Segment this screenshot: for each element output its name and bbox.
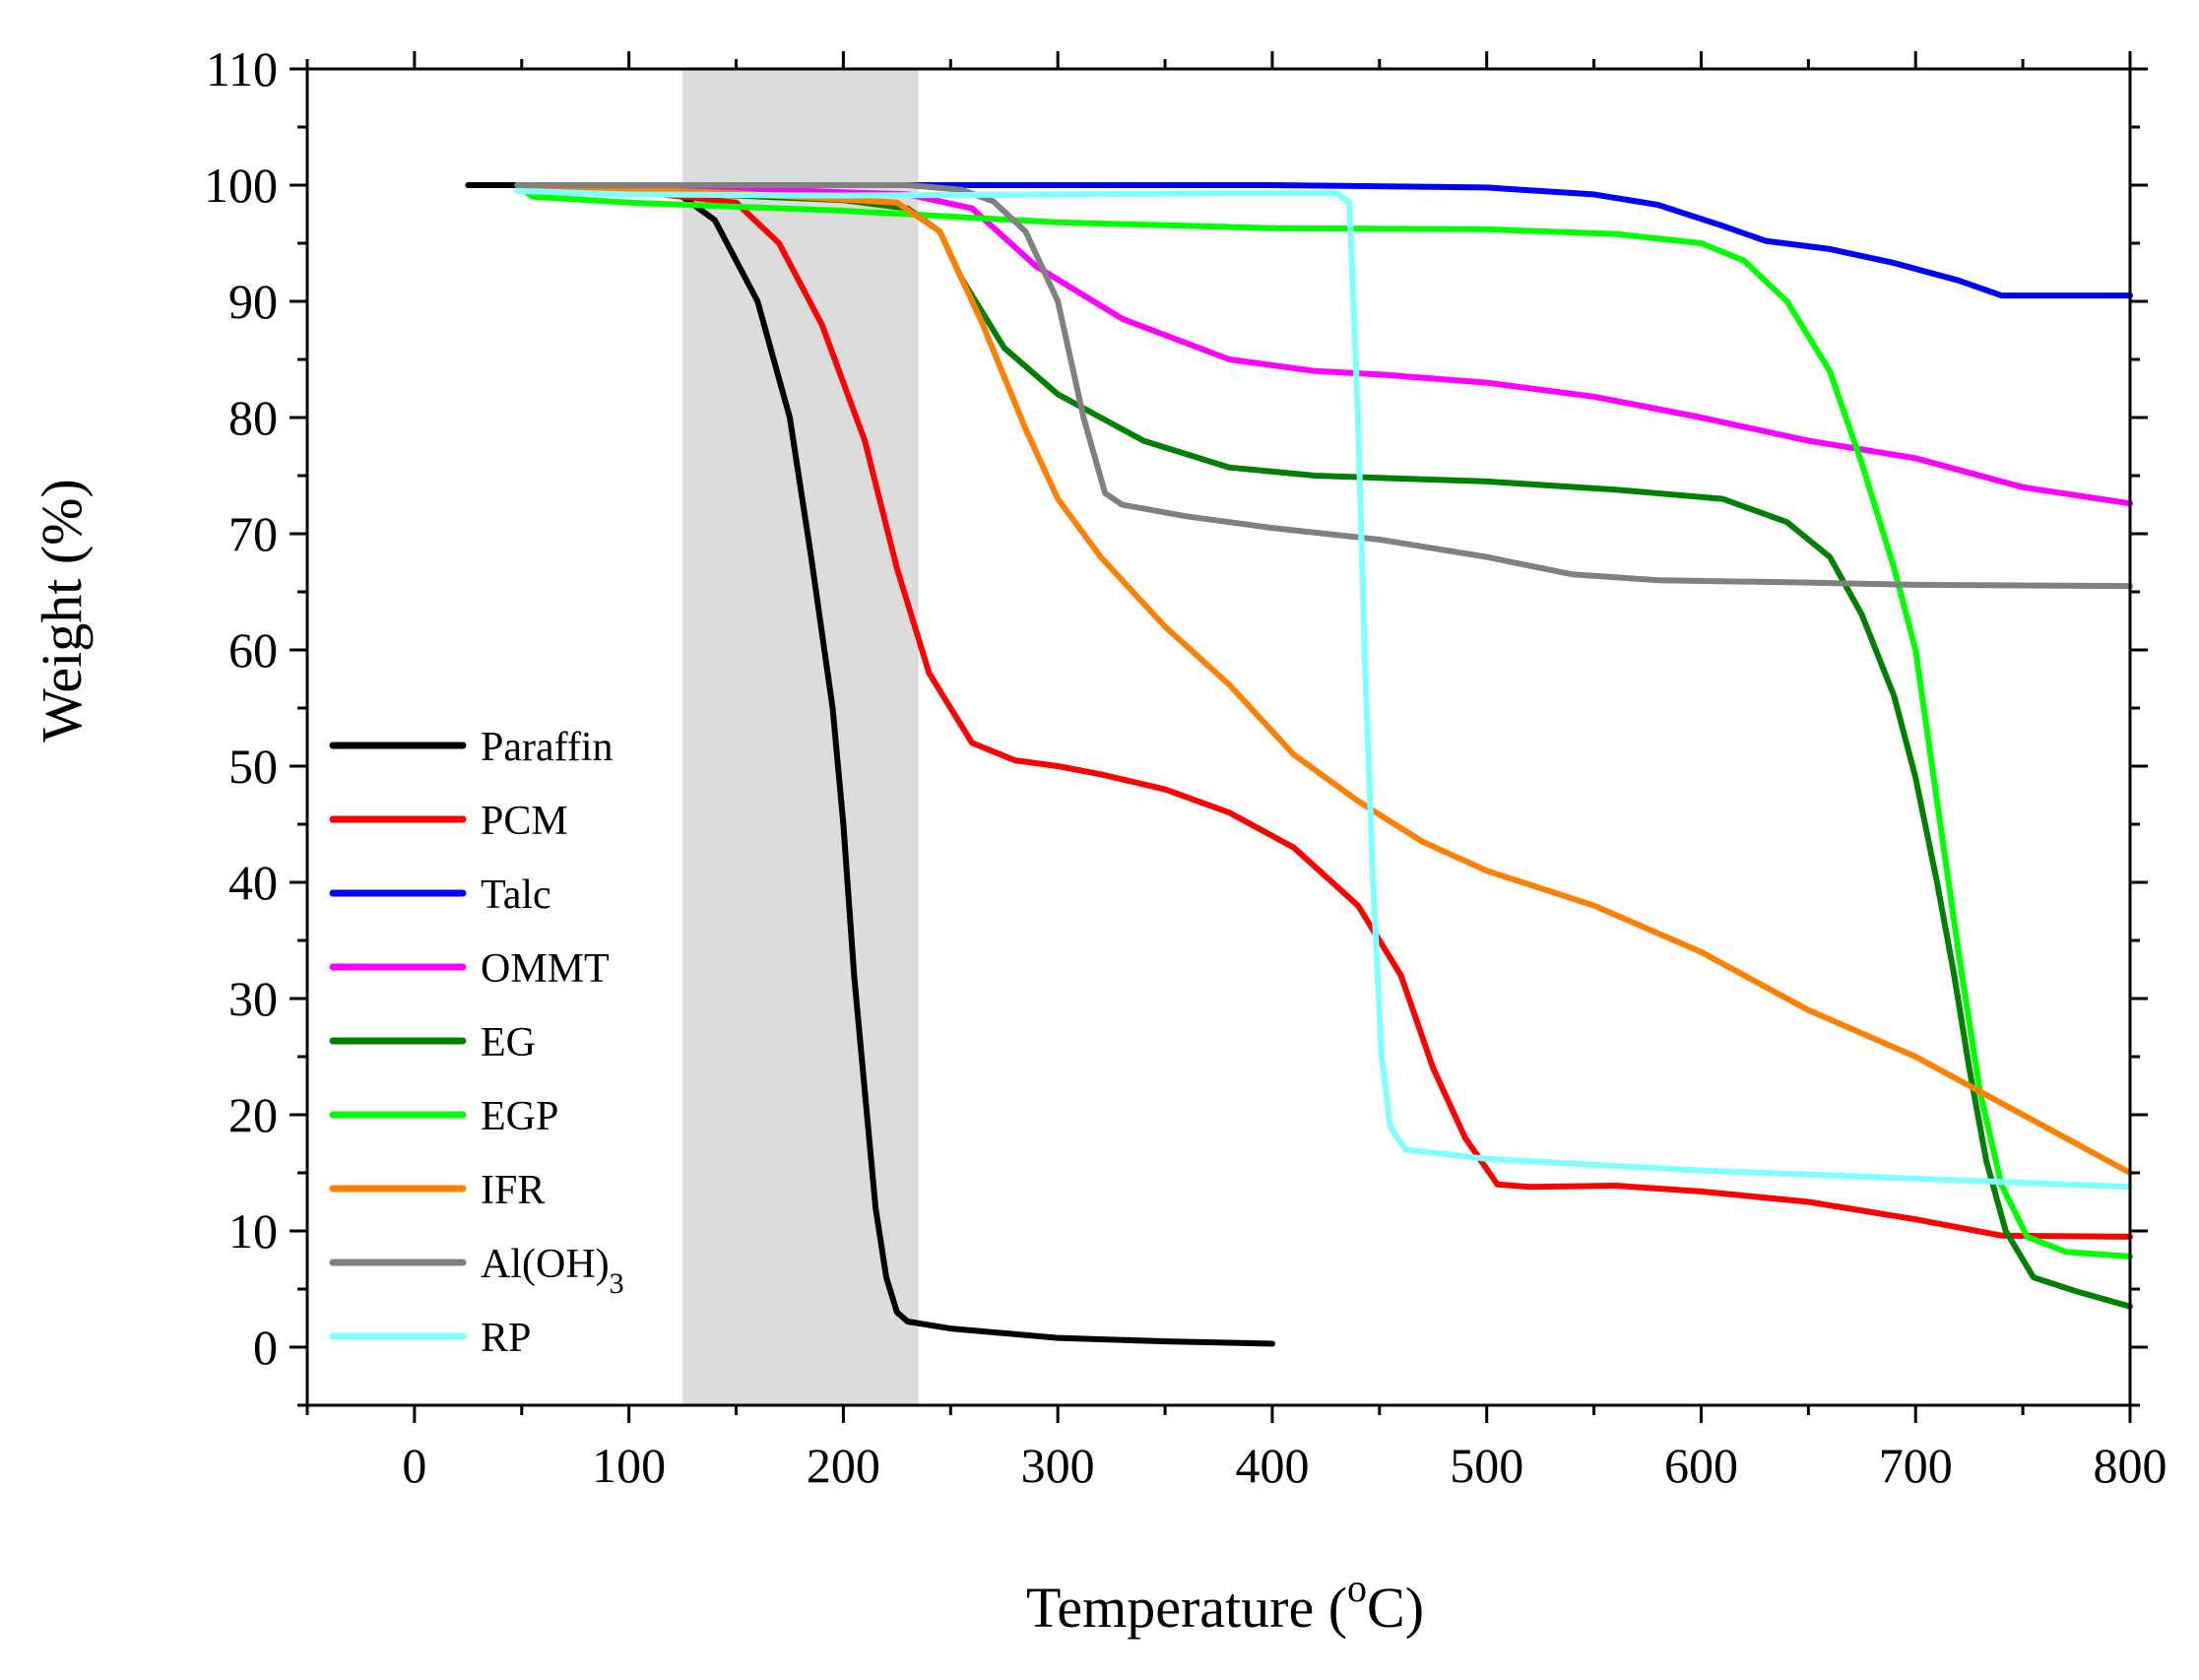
- x-axis-title-unit: C): [1367, 1576, 1424, 1640]
- x-tick-label: 700: [1879, 1438, 1953, 1493]
- legend-label-talc: Talc: [481, 872, 551, 918]
- y-tick-label: 70: [228, 506, 278, 561]
- y-tick-label: 10: [228, 1203, 278, 1259]
- series-line-ifr: [514, 182, 2133, 1176]
- series-line-al-oh-3: [514, 182, 2133, 590]
- y-tick-label: 60: [228, 622, 278, 678]
- y-tick-label: 110: [206, 41, 278, 97]
- x-axis-title-main: Temperature (: [1026, 1576, 1347, 1640]
- series-line-talc: [514, 182, 2133, 299]
- legend-label-rp: RP: [481, 1316, 531, 1361]
- legend: Paraffin PCM Talc OMMT EG EGP IFR Al(OH)3 RP: [329, 725, 624, 1361]
- y-tick-label: 0: [253, 1320, 278, 1375]
- series-line-egp: [514, 182, 2133, 1260]
- legend-label-paraffin: Paraffin: [481, 725, 614, 770]
- series-line-paraffin: [465, 182, 1275, 1347]
- x-tick-label: 400: [1235, 1438, 1309, 1493]
- x-tick-label: 500: [1450, 1438, 1523, 1493]
- axes-layer: 0 100 200 300 400 500 600 700 800 0 10 20 30 40 50 60 70…: [204, 41, 2167, 1493]
- series-line-pcm: [514, 182, 2133, 1240]
- legend-label-egp: EGP: [481, 1094, 558, 1139]
- y-tick-label: 30: [228, 971, 278, 1026]
- legend-label-al-oh-3: Al(OH)3: [481, 1242, 624, 1300]
- x-axis-title-sup: o: [1347, 1566, 1367, 1610]
- shaded-region: [682, 69, 919, 1405]
- x-tick-label: 800: [2094, 1438, 2167, 1493]
- x-tick-label: 100: [592, 1438, 666, 1493]
- y-tick-label: 50: [228, 739, 278, 794]
- x-tick-label: 0: [402, 1438, 426, 1493]
- series-line-ommt: [514, 182, 2133, 507]
- legend-label-ifr: IFR: [481, 1168, 545, 1213]
- x-tick-label: 200: [807, 1438, 880, 1493]
- legend-label-eg: EG: [481, 1020, 536, 1066]
- legend-label-pcm: PCM: [481, 799, 568, 844]
- x-axis-title: Temperature (oC): [1026, 1566, 1424, 1640]
- legend-label-ommt: OMMT: [481, 946, 610, 992]
- y-tick-label: 80: [228, 390, 278, 445]
- x-tick-label: 300: [1021, 1438, 1095, 1493]
- y-tick-label: 20: [228, 1087, 278, 1142]
- y-tick-label: 100: [204, 158, 278, 213]
- series-line-rp: [514, 187, 2133, 1191]
- y-tick-label: 90: [228, 274, 278, 329]
- y-tick-label: 40: [228, 855, 278, 910]
- shaded-region-layer: [682, 69, 919, 1405]
- plot-frame: [305, 67, 2132, 1407]
- series-layer: [465, 182, 2133, 1347]
- x-tick-label: 600: [1664, 1438, 1738, 1493]
- y-axis-title: Weight (%): [30, 479, 94, 743]
